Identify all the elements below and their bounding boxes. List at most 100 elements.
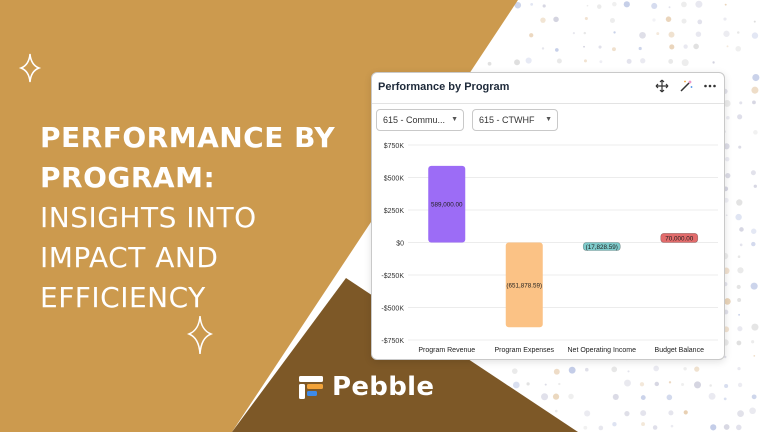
y-tick-label: $750K	[384, 143, 405, 150]
decorative-dot	[512, 381, 520, 389]
y-tick-label: -$500K	[381, 306, 404, 313]
decorative-dot	[751, 394, 757, 400]
decorative-dot	[725, 156, 730, 162]
decorative-dot	[710, 424, 717, 431]
decorative-dot	[725, 172, 731, 179]
decorative-dot	[736, 340, 742, 346]
decorative-dot	[526, 382, 530, 386]
decorative-dot	[693, 43, 699, 50]
decorative-dot	[640, 410, 647, 417]
waterfall-chart: $750K $500K $250K $0 -$250K -$500K -$750K 589,0…	[381, 143, 718, 354]
decorative-dot	[739, 101, 743, 105]
chevron-down-icon: ▼	[545, 116, 552, 123]
decorative-dot	[739, 227, 744, 232]
move-icon[interactable]	[654, 78, 670, 94]
decorative-dot	[723, 197, 729, 203]
x-tick-label: Program Expenses	[494, 347, 554, 354]
decorative-dot	[668, 6, 671, 9]
decorative-dot	[542, 4, 546, 8]
decorative-dot	[669, 44, 675, 50]
decorative-dot	[751, 323, 759, 331]
decorative-dot	[612, 393, 619, 400]
y-tick-label: $500K	[384, 176, 405, 183]
decorative-dot	[681, 383, 685, 386]
bar	[660, 233, 699, 243]
decorative-dot	[751, 340, 755, 344]
decorative-dot	[737, 298, 742, 302]
decorative-dot	[623, 1, 630, 8]
decorative-dot	[735, 45, 742, 52]
decorative-dot	[723, 143, 730, 150]
decorative-dot	[540, 17, 546, 23]
decorative-dot	[611, 366, 618, 373]
decorative-dot	[668, 410, 674, 416]
chevron-down-icon: ▼	[451, 116, 458, 123]
decorative-dot	[751, 86, 759, 94]
decorative-dot	[736, 199, 743, 206]
decorative-dot	[724, 298, 731, 305]
decorative-dot	[558, 382, 561, 386]
x-tick-label: Budget Balance	[655, 347, 705, 354]
decorative-dot	[530, 2, 534, 6]
decorative-dot	[726, 45, 729, 48]
decorative-dot	[553, 16, 559, 23]
decorative-dot	[613, 31, 616, 34]
data-label: (17,828.59)	[586, 244, 618, 251]
decorative-dot	[554, 409, 558, 413]
sparkle-icon	[18, 53, 42, 83]
decorative-dot	[514, 1, 522, 9]
decorative-dot	[683, 367, 687, 371]
decorative-dot	[738, 313, 740, 316]
fund-filter-select[interactable]: 615 - CTWHF ▼	[472, 109, 558, 131]
decorative-dot	[627, 370, 630, 373]
decorative-dot	[639, 31, 646, 39]
program-filter-select[interactable]: 615 - Commu... ▼	[376, 109, 464, 131]
decorative-dot	[598, 425, 604, 431]
y-tick-label: $0	[396, 241, 404, 248]
decorative-dot	[723, 30, 730, 37]
decorative-dot	[541, 47, 545, 50]
decorative-dot	[753, 130, 758, 135]
decorative-dot	[556, 58, 562, 64]
magic-wand-icon[interactable]	[678, 78, 694, 94]
decorative-dot	[487, 61, 492, 66]
decorative-dot	[751, 241, 756, 247]
decorative-dot	[514, 59, 520, 66]
decorative-dot	[753, 354, 756, 357]
decorative-dot	[724, 3, 727, 6]
data-label: (651,878.59)	[506, 282, 542, 289]
decorative-dot	[541, 393, 549, 401]
decorative-dot	[749, 407, 756, 415]
decorative-dot	[572, 32, 575, 35]
decorative-dot	[681, 1, 687, 8]
decorative-dot	[651, 2, 658, 10]
decorative-dot	[568, 366, 576, 374]
header-divider	[372, 103, 724, 104]
decorative-dot	[683, 410, 688, 415]
decorative-dot	[584, 17, 588, 21]
pebble-logo-icon	[299, 376, 323, 399]
fund-filter-value: 615 - CTWHF	[479, 115, 535, 125]
decorative-dot	[583, 59, 587, 63]
decorative-dot	[668, 381, 672, 384]
decorative-dot	[737, 382, 743, 388]
decorative-dot	[737, 367, 741, 371]
decorative-dot	[737, 114, 743, 120]
more-icon[interactable]	[702, 78, 718, 94]
bar	[428, 165, 466, 243]
decorative-dot	[736, 284, 741, 290]
pebble-logo: Pebble	[296, 372, 434, 402]
decorative-dot	[654, 381, 660, 387]
decorative-dot	[683, 44, 688, 49]
decorative-dot	[652, 425, 658, 430]
decorative-dot	[723, 424, 730, 430]
decorative-dot	[640, 58, 646, 64]
y-tick-label: -$750K	[381, 338, 404, 345]
decorative-dot	[624, 410, 630, 417]
decorative-dot	[612, 422, 617, 427]
decorative-dot	[739, 243, 743, 247]
decorative-dot	[668, 59, 674, 64]
decorative-dot	[597, 4, 602, 9]
decorative-dot	[737, 31, 740, 34]
decorative-dot	[611, 47, 616, 52]
